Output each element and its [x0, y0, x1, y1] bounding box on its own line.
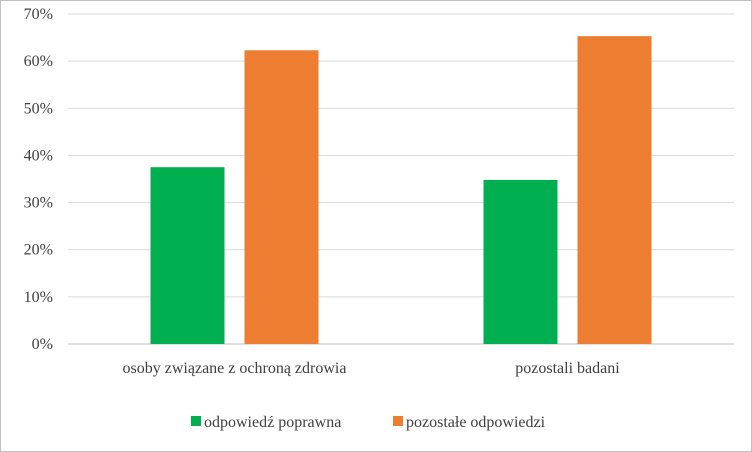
y-tick-label: 50%: [24, 100, 53, 117]
bar-0-1: [244, 50, 319, 345]
y-tick-label: 60%: [24, 53, 53, 70]
y-tick-label: 40%: [24, 147, 53, 164]
legend: odpowiedź poprawna pozostałe odpowiedzi: [191, 414, 546, 431]
y-tick-label: 70%: [24, 6, 53, 23]
bar-0-0: [150, 167, 225, 344]
bars: [150, 36, 652, 345]
y-tick-label: 20%: [24, 242, 53, 259]
x-category-label: pozostali badani: [515, 360, 620, 377]
legend-swatch: [393, 416, 403, 426]
y-axis-ticks: 0% 10% 20% 30% 40% 50% 60% 70%: [24, 6, 53, 353]
y-tick-label: 30%: [24, 195, 53, 212]
bar-1-0: [483, 179, 558, 344]
bar-1-1: [577, 36, 652, 345]
y-tick-label: 10%: [24, 289, 53, 306]
x-axis: osoby związane z ochroną zdrowia pozostal…: [123, 360, 621, 377]
legend-label: odpowiedź poprawna: [204, 414, 341, 431]
legend-swatch: [191, 416, 201, 426]
x-category-label: osoby związane z ochroną zdrowia: [123, 360, 347, 377]
y-tick-label: 0%: [32, 336, 53, 353]
legend-label: pozostałe odpowiedzi: [406, 414, 546, 431]
